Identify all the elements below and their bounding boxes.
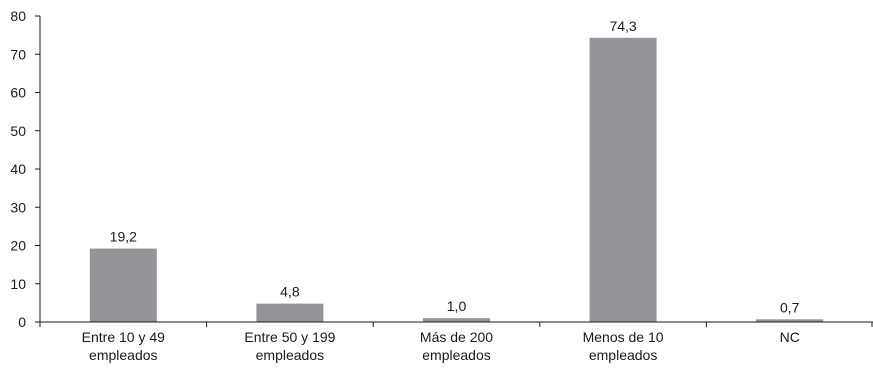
x-axis: Entre 10 y 49 empleados Entre 50 y 199 empl…: [39, 321, 873, 363]
bar: [256, 303, 324, 322]
category-label: empleados: [589, 347, 658, 363]
bar: [89, 248, 157, 322]
category-label: empleados: [422, 347, 491, 363]
y-axis: 0 10 20 30 40 50 60 70 80: [10, 8, 41, 330]
category-label: NC: [780, 329, 800, 345]
category-label: Entre 10 y 49: [82, 329, 165, 345]
data-label: 74,3: [609, 18, 636, 34]
category-label: empleados: [256, 347, 325, 363]
category-label: Menos de 10: [583, 329, 664, 345]
bars: 19,2 4,8 1,0 74,3 0,7: [89, 18, 824, 323]
y-tick-label: 50: [10, 123, 26, 139]
y-tick-label: 60: [10, 85, 26, 101]
bar: [423, 318, 490, 322]
data-label: 1,0: [447, 298, 467, 314]
bar: [756, 319, 824, 322]
data-label: 0,7: [780, 299, 800, 315]
y-tick-label: 70: [10, 46, 26, 62]
y-tick-label: 20: [10, 238, 26, 254]
bar: [589, 37, 657, 323]
y-tick-label: 30: [10, 199, 26, 215]
category-label: empleados: [89, 347, 158, 363]
data-label: 19,2: [110, 229, 137, 245]
y-tick-label: 0: [18, 314, 26, 330]
y-tick-label: 80: [10, 8, 26, 24]
data-label: 4,8: [280, 284, 300, 300]
category-label: Más de 200: [420, 329, 493, 345]
y-tick-label: 40: [10, 161, 26, 177]
category-label: Entre 50 y 199: [244, 329, 335, 345]
y-tick-label: 10: [10, 276, 26, 292]
